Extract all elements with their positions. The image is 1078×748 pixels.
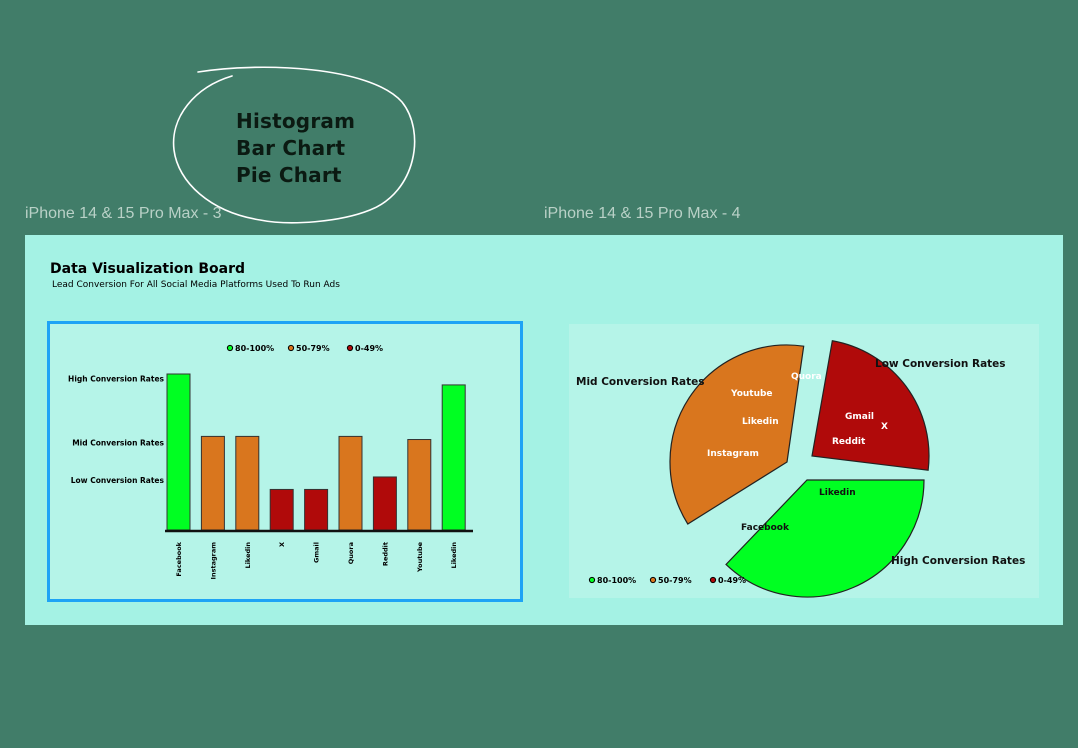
bar-6 [372,476,397,531]
bar-0 [166,373,191,531]
pie-member-label-mid-3: Instagram [707,449,759,459]
x-tick-label-6: Reddit [381,542,389,566]
pie-member-label-mid-1: Youtube [730,389,773,399]
pie-legend-swatch-low [709,576,717,584]
bar-legend-swatch-low [346,344,354,352]
board-title: Data Visualization Board [50,261,246,277]
x-tick-label-5: Quora [347,542,355,564]
pie-member-label-mid-2: Likedin [742,417,779,427]
x-tick-label-7: Youtube [416,541,424,573]
pie-legend-swatch-high [588,576,596,584]
note-line-2: Bar Chart [236,136,346,160]
note-line-1: Histogram [236,109,356,133]
visualization-board[interactable]: Data Visualization Board Lead Conversion… [25,235,1063,625]
pie-slice-title-mid: Mid Conversion Rates [576,376,705,388]
x-tick-label-2: Likedin [244,542,252,569]
canvas-note: Histogram Bar Chart Pie Chart [236,108,355,189]
x-tick-label-3: X [278,542,286,547]
pie-member-label-high-1: Facebook [741,523,790,533]
pie-member-label-low-1: X [881,422,888,432]
bar-legend-label-high: 80-100% [235,344,274,353]
pie-slice-high [725,479,925,598]
pie-slice-title-low: Low Conversion Rates [875,358,1006,370]
pie-slice-title-high: High Conversion Rates [891,555,1025,567]
y-tier-label-0: High Conversion Rates [68,375,164,384]
y-tier-label-1: Mid Conversion Rates [72,439,164,448]
bar-7 [407,439,432,531]
bar-legend-swatch-mid [287,344,295,352]
pie-legend-label-high: 80-100% [597,576,636,585]
pie-member-label-mid-0: Quora [791,372,822,382]
pie-member-label-low-0: Gmail [845,412,874,422]
pie-legend-label-low: 0-49% [718,576,746,585]
pie-chart-panel[interactable]: High Conversion Rates Mid Conversion Rate… [569,324,1039,598]
frame-label-4[interactable]: iPhone 14 & 15 Pro Max - 4 [544,205,741,222]
bar-legend-label-mid: 50-79% [296,344,330,353]
bar-4 [304,488,329,531]
pie-slice-low [811,340,930,471]
pie-slice-mid [669,344,805,525]
bar-legend-swatch-high [226,344,234,352]
pie-chart: High Conversion Rates Mid Conversion Rate… [576,340,1025,598]
x-tick-label-4: Gmail [313,542,321,563]
frame-label-3[interactable]: iPhone 14 & 15 Pro Max - 3 [25,205,222,222]
pie-legend-label-mid: 50-79% [658,576,692,585]
board-subtitle: Lead Conversion For All Social Media Pla… [52,280,340,290]
bar-1 [200,435,225,531]
bar-2 [235,435,260,531]
pie-member-label-low-2: Reddit [832,437,866,447]
pie-legend-swatch-mid [649,576,657,584]
bar-legend-label-low: 0-49% [355,344,383,353]
note-scribble-circle [172,66,416,224]
x-tick-label-1: Instagram [209,542,217,580]
pie-member-label-high-0: Likedin [819,488,856,498]
bar-5 [338,435,363,531]
note-line-3: Pie Chart [236,163,342,187]
bar-chart-panel[interactable]: 80-100% 50-79% 0-49% High Conversion Rates M… [47,321,523,602]
bar-8 [441,384,466,531]
bar-chart: 80-100% 50-79% 0-49% High Conversion Rates M… [68,344,473,580]
x-tick-label-8: Likedin [450,542,458,569]
bar-3 [269,488,294,531]
x-tick-label-0: Facebook [175,541,183,576]
y-tier-label-2: Low Conversion Rates [71,476,165,485]
